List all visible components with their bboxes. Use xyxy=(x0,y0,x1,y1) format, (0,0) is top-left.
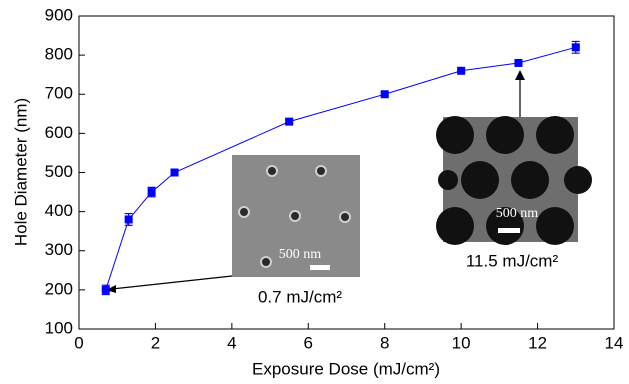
x-axis-label: Exposure Dose (mJ/cm²) xyxy=(252,359,440,378)
scale-bar xyxy=(498,228,520,233)
scale-label: 500 nm xyxy=(496,206,539,221)
arrow-head xyxy=(515,70,525,80)
y-tick-label: 400 xyxy=(45,201,73,220)
y-tick-label: 800 xyxy=(45,45,73,64)
marker xyxy=(285,118,293,126)
y-tick-label: 100 xyxy=(45,318,73,337)
x-tick-label: 10 xyxy=(452,333,471,352)
y-tick-label: 600 xyxy=(45,123,73,142)
marker xyxy=(148,188,156,196)
scale-label: 500 nm xyxy=(279,247,322,262)
x-tick-label: 14 xyxy=(605,333,624,352)
y-tick-label: 700 xyxy=(45,84,73,103)
x-tick-label: 12 xyxy=(528,333,547,352)
annotation: 11.5 mJ/cm² xyxy=(466,251,559,270)
x-tick-label: 8 xyxy=(380,333,389,352)
annotation: 0.7 mJ/cm² xyxy=(258,287,342,306)
x-tick-label: 6 xyxy=(304,333,313,352)
marker xyxy=(457,67,465,75)
marker xyxy=(572,43,580,51)
marker xyxy=(102,286,110,294)
scale-bar xyxy=(310,265,330,270)
y-tick-label: 300 xyxy=(45,240,73,259)
y-axis-label: Hole Diameter (nm) xyxy=(11,98,30,246)
x-tick-label: 4 xyxy=(227,333,236,352)
x-tick-label: 0 xyxy=(74,333,83,352)
inset-low-dose: 500 nm xyxy=(232,155,360,277)
y-tick-label: 900 xyxy=(45,5,73,24)
y-tick-label: 200 xyxy=(45,279,73,298)
x-tick-label: 2 xyxy=(151,333,160,352)
inset-high-dose: 500 nm xyxy=(436,116,592,245)
marker xyxy=(514,59,522,67)
arrow xyxy=(112,276,232,289)
marker xyxy=(125,215,133,223)
chart: Hole Diameter (nm) Exposure Dose (mJ/cm²… xyxy=(0,0,629,384)
marker xyxy=(171,169,179,177)
y-tick-label: 500 xyxy=(45,162,73,181)
marker xyxy=(381,90,389,98)
